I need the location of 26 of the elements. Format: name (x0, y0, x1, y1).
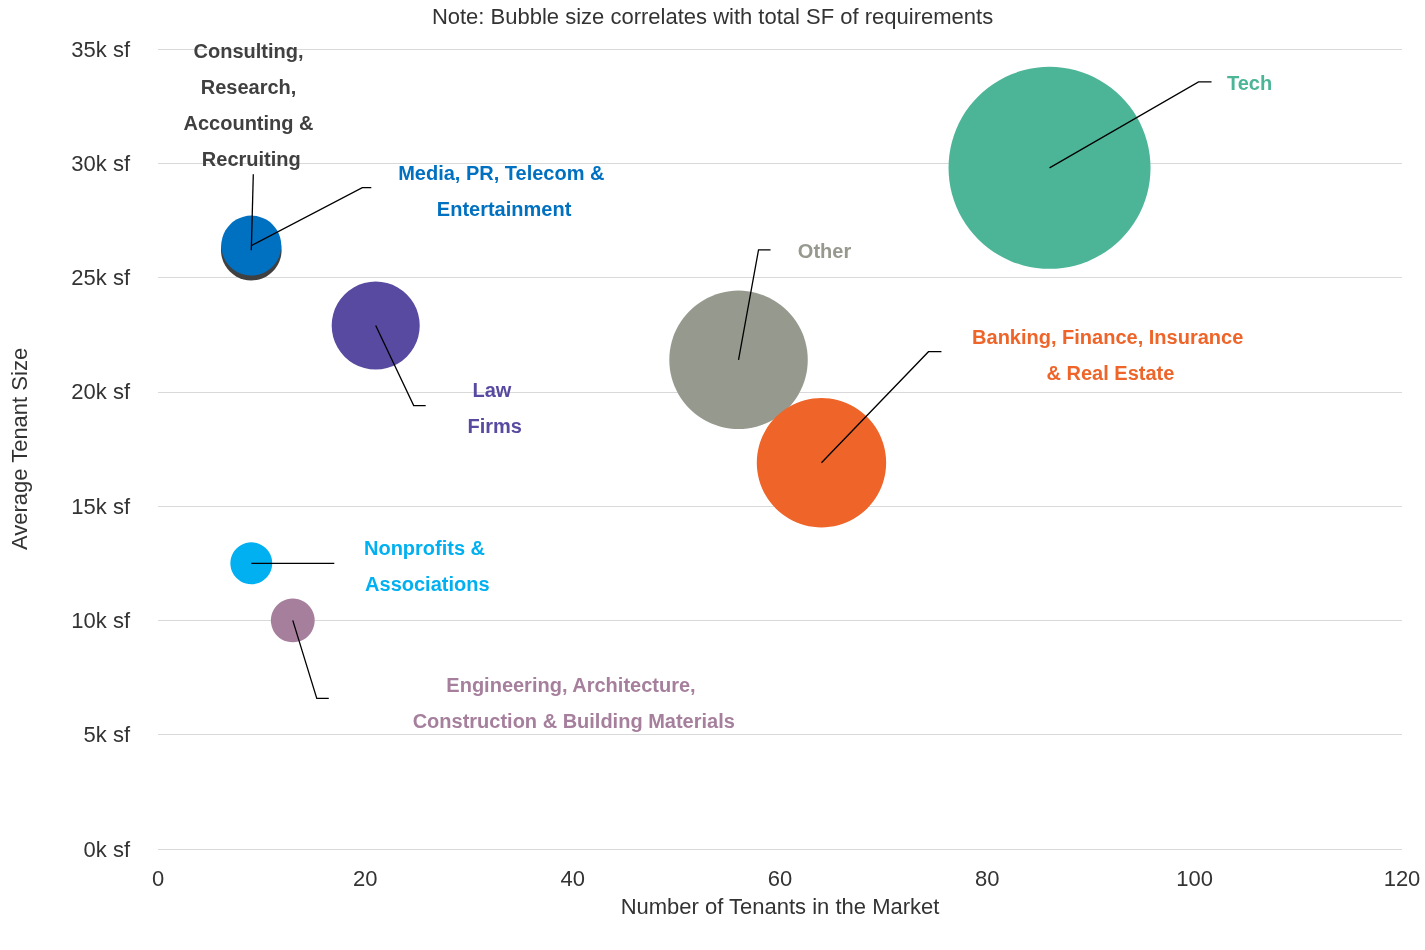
text: Law Firms (467, 378, 522, 437)
y-tick-label: 30k sf (71, 150, 131, 176)
x-tick-label: 80 (975, 865, 1000, 891)
x-tick-label: 60 (767, 865, 793, 891)
x-tick-label: 100 (1176, 865, 1214, 891)
text: Banking, Finance, Insurance & Real Estate (972, 325, 1249, 384)
text: Consulting, Research, Accounting & Recruiting (183, 40, 320, 171)
y-tick-label: 15k sf (71, 493, 131, 519)
y-tick-label: 10k sf (71, 607, 131, 633)
y-tick-label: 35k sf (71, 36, 131, 62)
chart-title: Note: Bubble size correlates with total SF of requirements (431, 3, 994, 29)
y-tick-label: 5k sf (83, 722, 131, 748)
x-tick-label: 20 (353, 865, 378, 891)
y-axis-title: Average Tenant Size (6, 347, 32, 551)
x-tick-label: 0 (151, 865, 165, 891)
x-tick-label: 120 (1383, 865, 1421, 891)
text: Nonprofits & Associations (363, 537, 491, 596)
text: Engineering, Architecture, Construction & Building Materials (412, 674, 735, 733)
text: Media, PR, Telecom & Entertainment (398, 161, 605, 220)
text: Tech (1226, 71, 1273, 94)
y-tick-label: 25k sf (71, 265, 131, 291)
x-axis-title: Number of Tenants in the Market (620, 893, 940, 919)
y-tick-label: 20k sf (71, 379, 131, 405)
text: Other (797, 239, 852, 262)
y-tick-label: 0k sf (83, 836, 131, 862)
x-tick-label: 40 (560, 865, 585, 891)
